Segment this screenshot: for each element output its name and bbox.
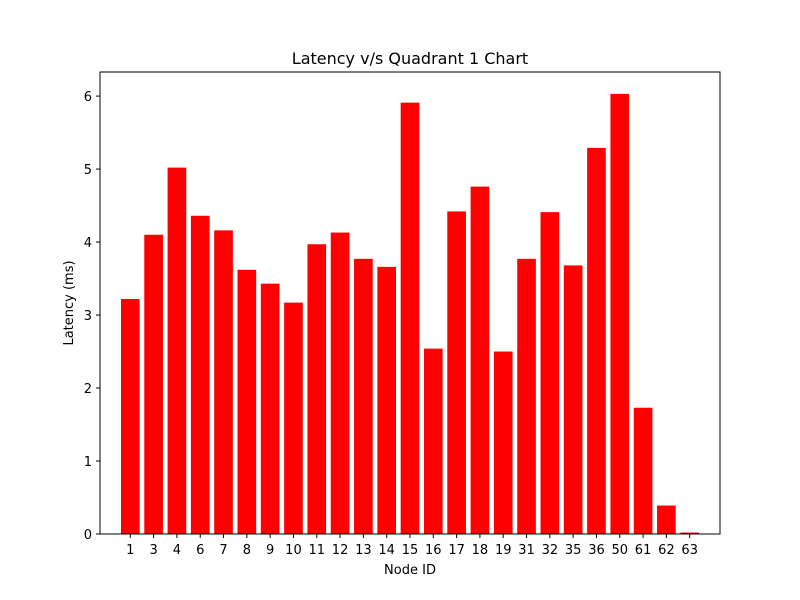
x-tick-label: 11 — [308, 543, 325, 558]
bar-node-36 — [587, 147, 606, 534]
bar-node-63 — [680, 532, 700, 534]
bar-node-18 — [470, 186, 490, 534]
x-tick-label: 7 — [219, 543, 227, 558]
bar-node-17 — [447, 211, 466, 535]
bar-node-14 — [377, 266, 397, 534]
y-tick-label: 4 — [84, 236, 92, 251]
bar-node-8 — [237, 269, 257, 534]
bar-node-19 — [493, 351, 513, 534]
x-tick-label: 32 — [542, 543, 559, 558]
y-tick-label: 5 — [84, 163, 92, 178]
x-tick-label: 62 — [658, 543, 675, 558]
x-tick-label: 61 — [635, 543, 652, 558]
x-tick-label: 9 — [266, 543, 274, 558]
x-tick-label: 35 — [565, 543, 582, 558]
x-tick-label: 4 — [173, 543, 181, 558]
x-tick-label: 1 — [126, 543, 134, 558]
x-tick-label: 14 — [378, 543, 395, 558]
bar-node-31 — [517, 258, 536, 534]
y-tick-label: 1 — [84, 455, 92, 470]
x-tick-label: 36 — [588, 543, 605, 558]
x-tick-label: 10 — [285, 543, 302, 558]
bar-node-11 — [307, 244, 327, 534]
x-tick-label: 50 — [612, 543, 629, 558]
bar-node-6 — [190, 215, 210, 535]
bar-node-50 — [610, 93, 630, 534]
bar-node-4 — [167, 167, 187, 534]
x-tick-label: 3 — [149, 543, 157, 558]
bar-node-32 — [540, 212, 560, 535]
x-tick-label: 16 — [425, 543, 442, 558]
bar-node-12 — [330, 232, 350, 534]
y-tick-label: 2 — [84, 382, 92, 397]
x-tick-label: 31 — [518, 543, 535, 558]
x-axis-label: Node ID — [384, 563, 436, 578]
x-tick-label: 15 — [402, 543, 419, 558]
bar-node-10 — [284, 302, 303, 534]
x-tick-label: 19 — [495, 543, 512, 558]
plot-area-frame — [99, 71, 721, 535]
x-tick-label: 18 — [472, 543, 489, 558]
x-tick-label: 63 — [681, 543, 698, 558]
bar-node-16 — [423, 348, 443, 534]
x-tick-label: 6 — [196, 543, 204, 558]
x-tick-label: 8 — [243, 543, 251, 558]
y-tick-label: 6 — [84, 90, 92, 105]
bar-node-61 — [633, 407, 653, 534]
x-tick-label: 12 — [332, 543, 349, 558]
y-ticks-group: 0 1 2 3 4 5 6 — [84, 90, 100, 543]
bar-node-13 — [354, 258, 373, 534]
bar-node-1 — [120, 298, 140, 534]
y-tick-label: 3 — [84, 309, 92, 324]
x-ticks-group: 1 3 4 6 7 8 9 10 11 12 13 14 15 16 17 18 19 31 32 35 36 50 61 6… — [126, 534, 698, 558]
x-tick-label: 13 — [355, 543, 372, 558]
bar-node-62 — [657, 505, 676, 534]
bar-node-15 — [400, 102, 420, 535]
y-axis-label: Latency (ms) — [62, 260, 77, 345]
chart-title: Latency v/s Quadrant 1 Chart — [292, 49, 528, 68]
bar-node-35 — [563, 265, 583, 534]
bar-node-9 — [260, 283, 280, 534]
x-tick-label: 17 — [448, 543, 465, 558]
bar-node-3 — [144, 234, 163, 534]
y-tick-label: 0 — [84, 528, 92, 543]
bar-node-7 — [214, 230, 233, 534]
bars-group — [120, 93, 700, 535]
